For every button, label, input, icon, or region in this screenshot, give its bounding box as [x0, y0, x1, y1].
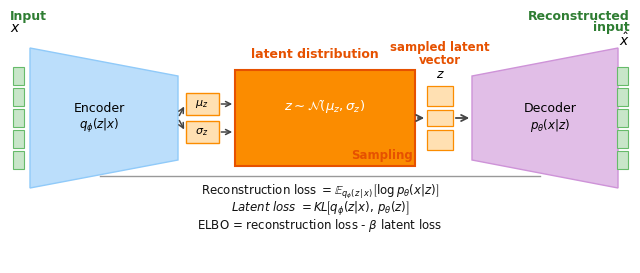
- Polygon shape: [472, 48, 618, 188]
- Text: $p_\theta(x|z)$: $p_\theta(x|z)$: [530, 117, 570, 135]
- Text: Sampling: Sampling: [351, 150, 413, 162]
- Text: Reconstruction loss $= \mathbb{E}_{q_\phi(z\,|\,x)}\left[\log p_\theta(x|z)\righ: Reconstruction loss $= \mathbb{E}_{q_\ph…: [201, 183, 439, 201]
- Text: $\sigma_z$: $\sigma_z$: [195, 126, 209, 138]
- FancyBboxPatch shape: [427, 86, 453, 106]
- Text: sampled latent: sampled latent: [390, 41, 490, 55]
- FancyBboxPatch shape: [13, 151, 24, 169]
- FancyBboxPatch shape: [13, 130, 24, 148]
- FancyBboxPatch shape: [13, 88, 24, 106]
- Text: Decoder: Decoder: [524, 102, 577, 114]
- Polygon shape: [30, 48, 178, 188]
- Text: Encoder: Encoder: [74, 102, 125, 114]
- FancyBboxPatch shape: [616, 130, 627, 148]
- Text: Reconstructed: Reconstructed: [528, 10, 630, 23]
- Text: Latent loss $= KL\!\left[q_\phi(z|x),\, p_\theta(z)\right]$: Latent loss $= KL\!\left[q_\phi(z|x),\, …: [230, 200, 410, 218]
- FancyBboxPatch shape: [427, 110, 453, 126]
- Text: $z \sim \mathcal{N}(\mu_z, \sigma_z)$: $z \sim \mathcal{N}(\mu_z, \sigma_z)$: [284, 97, 365, 115]
- Text: vector: vector: [419, 55, 461, 67]
- FancyBboxPatch shape: [13, 67, 24, 85]
- FancyBboxPatch shape: [616, 67, 627, 85]
- FancyBboxPatch shape: [235, 70, 415, 166]
- FancyBboxPatch shape: [616, 88, 627, 106]
- Text: ELBO = reconstruction loss - $\beta$ latent loss: ELBO = reconstruction loss - $\beta$ lat…: [197, 217, 443, 234]
- FancyBboxPatch shape: [186, 93, 218, 115]
- Text: input: input: [593, 21, 630, 34]
- FancyBboxPatch shape: [616, 151, 627, 169]
- Text: $\hat{x}$: $\hat{x}$: [620, 32, 630, 49]
- FancyBboxPatch shape: [186, 121, 218, 143]
- Text: $x$: $x$: [10, 21, 20, 35]
- Text: Input: Input: [10, 10, 47, 23]
- FancyBboxPatch shape: [616, 109, 627, 127]
- FancyBboxPatch shape: [13, 109, 24, 127]
- FancyBboxPatch shape: [427, 130, 453, 150]
- Text: $q_\phi(z|x)$: $q_\phi(z|x)$: [79, 117, 119, 135]
- Text: latent distribution: latent distribution: [251, 48, 379, 61]
- Text: $z$: $z$: [436, 67, 444, 81]
- Text: $\mu_z$: $\mu_z$: [195, 98, 209, 110]
